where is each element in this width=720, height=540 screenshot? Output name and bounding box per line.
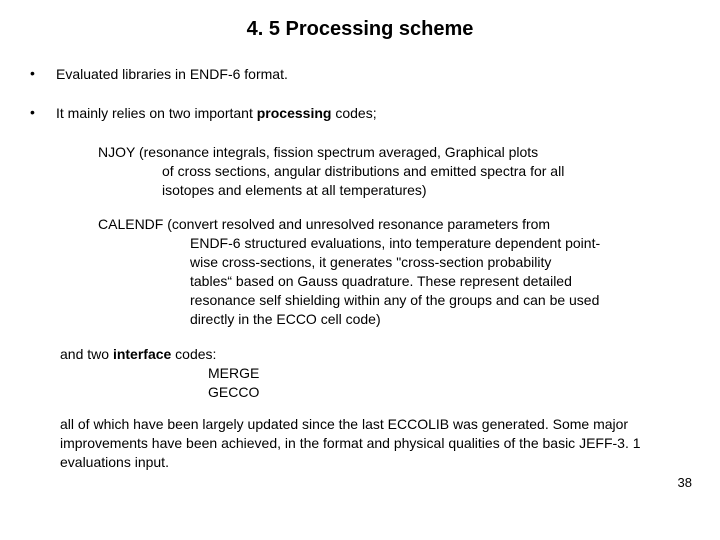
interface-block: and two interface codes: MERGE GECCO	[60, 345, 692, 402]
njoy-desc-wrap: of cross sections, angular distributions…	[162, 162, 672, 200]
footer-paragraph: all of which have been largely updated s…	[60, 415, 664, 472]
calendf-line-4: tables“ based on Gauss quadrature. These…	[190, 272, 672, 291]
bullet-marker: •	[28, 104, 56, 120]
calendf-line-2: ENDF-6 structured evaluations, into temp…	[190, 234, 672, 253]
bullet2-pre: It mainly relies on two important	[56, 105, 257, 121]
interface-pre: and two	[60, 346, 113, 362]
bullet2-post: codes;	[331, 105, 376, 121]
calendf-line-3: wise cross-sections, it generates "cross…	[190, 253, 672, 272]
interface-bold: interface	[113, 346, 171, 362]
calendf-line-6: directly in the ECCO cell code)	[190, 310, 672, 329]
bullet-item-1: • Evaluated libraries in ENDF-6 format.	[28, 65, 692, 84]
bullet-marker: •	[28, 65, 56, 81]
bullet-item-2: • It mainly relies on two important proc…	[28, 104, 692, 123]
calendf-first-line: (convert resolved and unresolved resonan…	[167, 216, 550, 232]
page-number: 38	[678, 475, 692, 490]
merge-code: MERGE	[208, 364, 692, 383]
njoy-line-2: of cross sections, angular distributions…	[162, 162, 672, 181]
bullet-text-2: It mainly relies on two important proces…	[56, 104, 692, 123]
njoy-block: NJOY (resonance integrals, fission spect…	[98, 143, 672, 200]
njoy-name: NJOY	[98, 144, 139, 160]
bullet-text-1: Evaluated libraries in ENDF-6 format.	[56, 65, 692, 84]
interface-codes-list: MERGE GECCO	[208, 364, 692, 402]
gecco-code: GECCO	[208, 383, 692, 402]
calendf-desc-wrap: ENDF-6 structured evaluations, into temp…	[190, 234, 672, 328]
bullet2-bold: processing	[257, 105, 332, 121]
interface-post: codes:	[171, 346, 216, 362]
calendf-line-5: resonance self shielding within any of t…	[190, 291, 672, 310]
njoy-line-3: isotopes and elements at all temperature…	[162, 181, 672, 200]
slide-title: 4. 5 Processing scheme	[28, 18, 692, 41]
njoy-first-line: (resonance integrals, fission spectrum a…	[139, 144, 538, 160]
slide-container: 4. 5 Processing scheme • Evaluated libra…	[0, 0, 720, 540]
calendf-name: CALENDF	[98, 216, 167, 232]
calendf-block: CALENDF (convert resolved and unresolved…	[98, 215, 672, 328]
